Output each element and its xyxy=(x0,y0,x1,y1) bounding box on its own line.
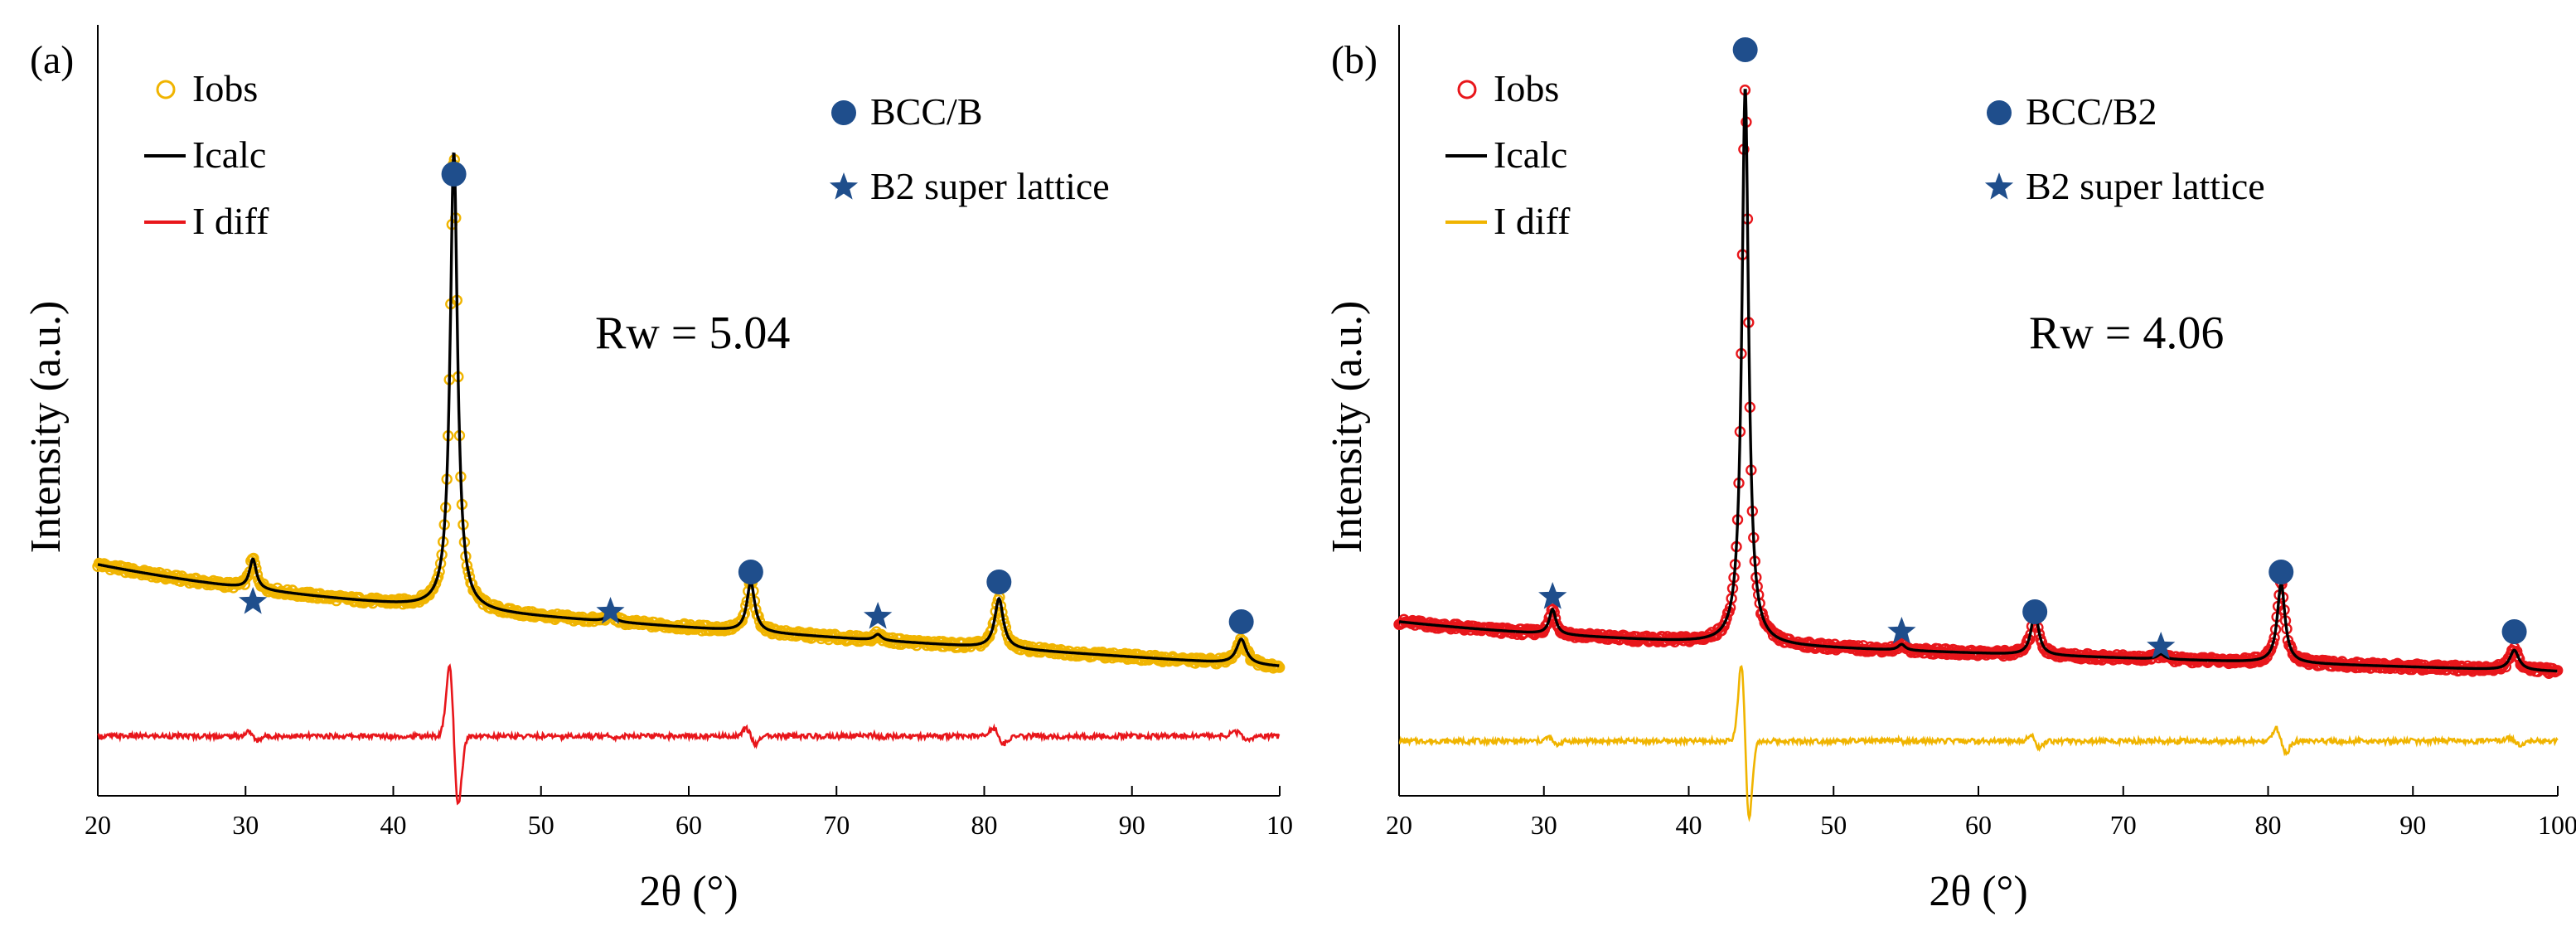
x-tick-label: 10 xyxy=(1266,810,1293,840)
x-tick-label: 100 xyxy=(2538,810,2576,840)
iobs-point xyxy=(1721,613,1732,624)
legend-label: Iobs xyxy=(1494,67,1559,109)
bcc-b2-peak-marker xyxy=(986,570,1012,594)
x-tick-label: 50 xyxy=(528,810,554,840)
phase-legend-label: BCC/B xyxy=(870,90,983,133)
x-tick-label: 30 xyxy=(1531,810,1557,840)
panel-b: 20 30 40 50 60 70 80 90 100 2θ (°) Intensity (a.u.… xyxy=(1324,25,2576,915)
panel-a: 20 30 40 50 60 70 80 90 10 2θ (°) Intensity (a.u.)… xyxy=(22,25,1293,915)
series-icalc-line xyxy=(1398,89,2558,673)
phase-legend-star xyxy=(829,172,859,200)
phase-legend-star xyxy=(1984,172,2014,200)
phase-legend-label: B2 super lattice xyxy=(870,165,1110,207)
bcc-b2-peak-marker xyxy=(1228,609,1254,634)
x-tick-label: 70 xyxy=(823,810,850,840)
x-axis-title: 2θ (°) xyxy=(1929,868,2027,915)
phase-legend-circle xyxy=(1987,100,2012,125)
iobs-point xyxy=(983,631,995,642)
panel-label: (b) xyxy=(1331,38,1378,82)
b2-superlattice-peak-marker xyxy=(1538,582,1567,609)
x-tick-label: 60 xyxy=(1965,810,1992,840)
x-tick-label: 60 xyxy=(675,810,702,840)
legend-label: Icalc xyxy=(192,133,266,176)
bcc-b2-peak-marker xyxy=(2501,619,2527,644)
x-tick-label: 20 xyxy=(1386,810,1412,840)
b2-superlattice-peak-marker xyxy=(596,597,625,624)
legend-label: I diff xyxy=(1494,200,1571,242)
x-tick-label: 50 xyxy=(1820,810,1847,840)
x-tick-label: 20 xyxy=(85,810,111,840)
x-tick-label: 70 xyxy=(2110,810,2137,840)
iobs-point xyxy=(2286,642,2298,655)
x-axis-title: 2θ (°) xyxy=(639,868,738,915)
rw-annotation: Rw = 4.06 xyxy=(2029,308,2224,359)
b2-superlattice-peak-marker xyxy=(1887,617,1916,644)
legend-marker-iobs xyxy=(156,80,176,99)
bcc-b2-peak-marker xyxy=(1732,37,1758,62)
bcc-b2-peak-marker xyxy=(738,560,763,584)
phase-legend-circle xyxy=(831,100,856,125)
y-axis-title: Intensity (a.u.) xyxy=(1324,301,1371,554)
iobs-point xyxy=(1273,662,1286,673)
rw-annotation: Rw = 5.04 xyxy=(595,308,790,359)
bcc-b2-peak-marker xyxy=(2022,599,2048,624)
x-tick-label: 80 xyxy=(971,810,998,840)
legend-marker-iobs xyxy=(1457,80,1477,99)
x-tick-label: 40 xyxy=(1676,810,1702,840)
x-tick-label: 30 xyxy=(232,810,259,840)
legend-label: I diff xyxy=(192,200,269,242)
b2-superlattice-peak-marker xyxy=(2147,632,2176,659)
b2-superlattice-peak-marker xyxy=(239,587,268,614)
x-tick-label: 80 xyxy=(2255,810,2282,840)
panel-label: (a) xyxy=(30,38,74,82)
x-tick-label: 40 xyxy=(380,810,407,840)
phase-legend-label: B2 super lattice xyxy=(2026,165,2265,207)
bcc-b2-peak-marker xyxy=(2269,560,2294,584)
legend-label: Icalc xyxy=(1494,133,1567,176)
series-icalc-line xyxy=(97,152,1280,667)
x-tick-label: 90 xyxy=(2399,810,2426,840)
y-axis-title: Intensity (a.u.) xyxy=(22,301,70,554)
series-iobs xyxy=(1393,84,2564,679)
phase-legend-label: BCC/B2 xyxy=(2026,90,2157,133)
series-idiff-line xyxy=(1398,665,2559,822)
b2-superlattice-peak-marker xyxy=(864,602,893,629)
legend-label: Iobs xyxy=(192,67,258,109)
bcc-b2-peak-marker xyxy=(441,162,467,187)
x-tick-label: 90 xyxy=(1119,810,1145,840)
series-iobs xyxy=(92,153,1286,674)
series-idiff-line xyxy=(97,663,1281,806)
